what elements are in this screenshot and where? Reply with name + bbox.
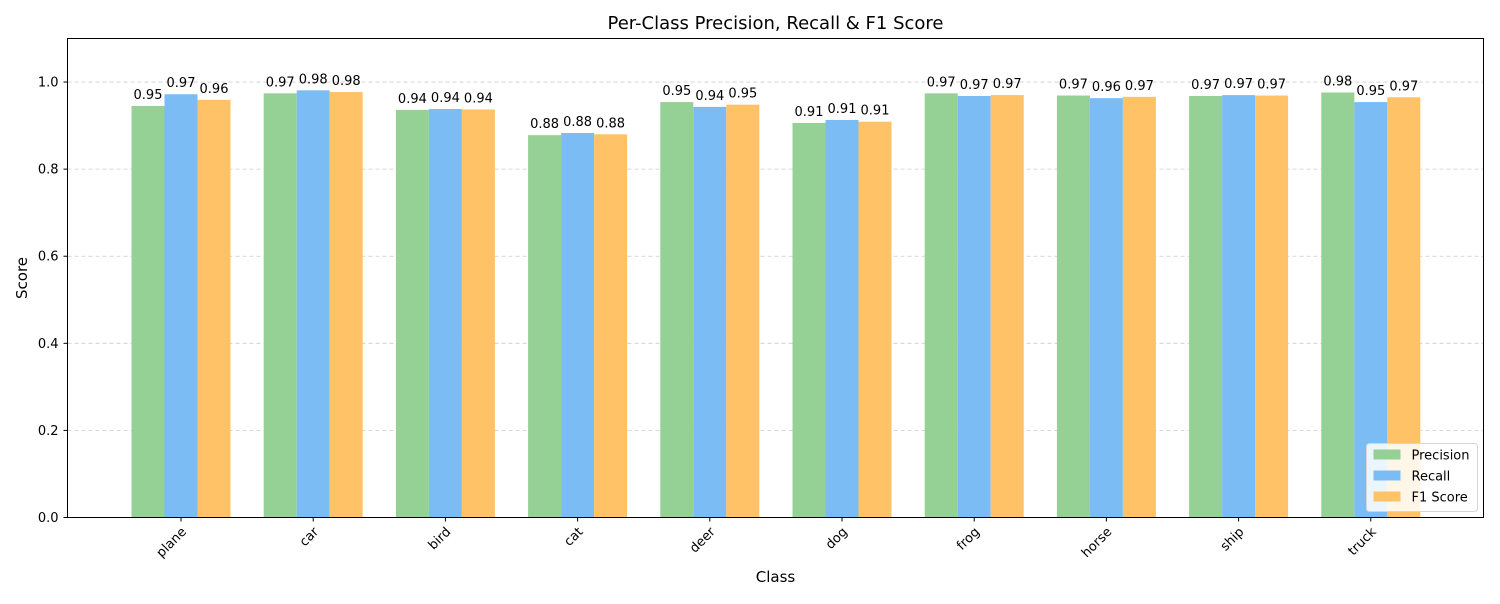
y-axis-ticks: 0.0 0.2 0.4 0.6 0.8 1.0 — [38, 76, 68, 526]
bar-precision-bird — [395, 109, 429, 518]
bar-f1-score-ship — [1255, 95, 1289, 518]
bar-value-label: 0.95 — [1356, 84, 1385, 99]
legend-swatch — [1373, 449, 1401, 460]
bar-value-label: 0.88 — [596, 116, 625, 131]
bar-recall-dog — [825, 119, 859, 518]
y-tick-label: 0.6 — [38, 250, 59, 265]
bar-value-labels: 0.95 0.97 0.96 0.97 0.98 0.98 0.94 0.94 0.94 0.88… — [134, 72, 1419, 132]
x-tick-label: dog — [823, 525, 851, 553]
legend-label: Recall — [1412, 470, 1451, 485]
bar-value-label: 0.97 — [1389, 79, 1418, 94]
chart-title: Per-Class Precision, Recall & F1 Score — [608, 13, 944, 34]
bar-value-label: 0.88 — [530, 117, 559, 132]
bar-value-label: 0.94 — [431, 91, 460, 106]
bar-value-label: 0.98 — [1323, 74, 1352, 89]
x-tick-label: plane — [154, 525, 190, 561]
bar-recall-cat — [561, 132, 595, 518]
y-axis-label: Score — [13, 257, 31, 299]
bar-value-label: 0.97 — [1257, 78, 1286, 93]
legend-swatch — [1373, 491, 1401, 502]
x-axis-ticks: plane car bird cat deer dog frog horse ship truck — [154, 517, 1380, 561]
bar-precision-cat — [528, 135, 562, 518]
x-tick-label: cat — [562, 525, 587, 550]
bar-value-label: 0.91 — [828, 102, 857, 117]
x-tick-label: truck — [1345, 524, 1380, 559]
bar-value-label: 0.97 — [266, 75, 295, 90]
y-tick-label: 0.8 — [38, 163, 59, 178]
bar-f1-score-horse — [1122, 96, 1156, 518]
bar-precision-frog — [924, 93, 958, 518]
bar-f1-score-dog — [858, 121, 892, 518]
bar-value-label: 0.94 — [695, 89, 724, 104]
bar-precision-truck — [1321, 92, 1355, 518]
bar-value-label: 0.94 — [464, 91, 493, 106]
bar-precision-horse — [1056, 95, 1090, 518]
bar-f1-score-plane — [197, 99, 231, 518]
bar-f1-score-cat — [594, 134, 628, 518]
bar-f1-score-deer — [726, 104, 760, 518]
bar-recall-car — [296, 90, 330, 518]
bar-precision-car — [263, 93, 297, 518]
bar-recall-bird — [428, 109, 462, 518]
bar-precision-ship — [1189, 95, 1223, 518]
y-tick-label: 0.2 — [38, 424, 59, 439]
bar-f1-score-frog — [990, 95, 1024, 518]
bar-value-label: 0.95 — [728, 87, 757, 102]
bar-value-label: 0.95 — [662, 84, 691, 99]
bar-value-label: 0.94 — [398, 92, 427, 107]
bar-value-label: 0.97 — [1191, 78, 1220, 93]
bar-value-label: 0.98 — [299, 72, 328, 87]
bar-f1-score-bird — [461, 109, 495, 518]
bar-value-label: 0.91 — [795, 105, 824, 120]
bar-value-label: 0.95 — [134, 88, 163, 103]
bar-value-label: 0.88 — [563, 115, 592, 130]
bars — [131, 90, 1421, 518]
bar-value-label: 0.97 — [960, 78, 989, 93]
bar-value-label: 0.97 — [1224, 77, 1253, 92]
bar-recall-ship — [1222, 95, 1256, 518]
bar-precision-plane — [131, 105, 165, 518]
plot-frame — [67, 38, 1484, 518]
x-tick-label: car — [297, 524, 323, 550]
bar-f1-score-car — [329, 92, 363, 518]
bar-value-label: 0.97 — [1125, 79, 1154, 94]
bar-value-label: 0.97 — [993, 77, 1022, 92]
bar-value-label: 0.97 — [1059, 78, 1088, 93]
bar-value-label: 0.96 — [1092, 80, 1121, 95]
x-tick-label: bird — [426, 525, 454, 553]
bar-recall-frog — [957, 95, 991, 518]
legend-label: Precision — [1412, 449, 1470, 464]
y-tick-label: 0.4 — [38, 337, 59, 352]
x-tick-label: frog — [954, 525, 983, 554]
x-axis-label: Class — [756, 568, 796, 586]
bar-recall-plane — [164, 94, 198, 518]
bar-precision-dog — [792, 122, 826, 518]
x-tick-label: deer — [687, 524, 719, 556]
bar-value-label: 0.97 — [167, 76, 196, 91]
legend: Precision Recall F1 Score — [1366, 443, 1478, 512]
bar-recall-horse — [1089, 98, 1123, 518]
bar-value-label: 0.98 — [332, 74, 361, 89]
y-tick-label: 1.0 — [38, 76, 59, 91]
bar-recall-deer — [693, 106, 727, 518]
bar-value-label: 0.97 — [927, 75, 956, 90]
x-tick-label: horse — [1079, 525, 1115, 561]
y-tick-label: 0.0 — [38, 511, 59, 526]
bar-value-label: 0.91 — [861, 104, 890, 119]
legend-swatch — [1373, 470, 1401, 481]
bar-precision-deer — [660, 102, 694, 518]
x-tick-label: ship — [1218, 525, 1248, 555]
bar-value-label: 0.96 — [200, 82, 229, 97]
legend-label: F1 Score — [1412, 491, 1468, 506]
